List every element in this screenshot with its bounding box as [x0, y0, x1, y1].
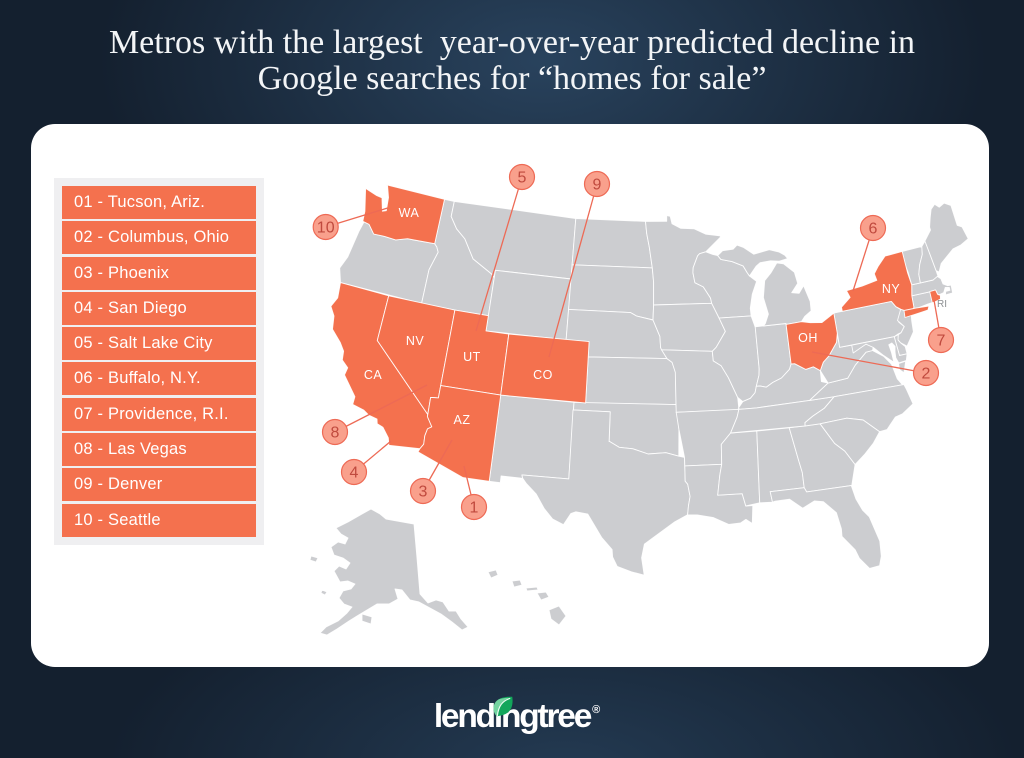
- svg-text:CA: CA: [364, 368, 383, 382]
- svg-text:RI: RI: [937, 299, 947, 310]
- svg-text:1: 1: [470, 500, 479, 517]
- svg-text:CO: CO: [533, 368, 553, 382]
- svg-text:6: 6: [869, 221, 878, 238]
- svg-text:UT: UT: [463, 350, 481, 364]
- svg-text:NY: NY: [882, 282, 901, 296]
- svg-text:AZ: AZ: [454, 413, 471, 427]
- svg-text:NV: NV: [406, 334, 425, 348]
- svg-text:9: 9: [593, 177, 602, 194]
- svg-text:8: 8: [331, 425, 340, 442]
- svg-text:5: 5: [518, 170, 527, 187]
- svg-text:OH: OH: [798, 331, 818, 345]
- svg-text:2: 2: [922, 366, 931, 383]
- svg-text:7: 7: [937, 333, 946, 350]
- svg-text:WA: WA: [399, 206, 420, 220]
- svg-text:3: 3: [419, 484, 428, 501]
- svg-text:10: 10: [317, 220, 335, 237]
- svg-text:4: 4: [350, 465, 359, 482]
